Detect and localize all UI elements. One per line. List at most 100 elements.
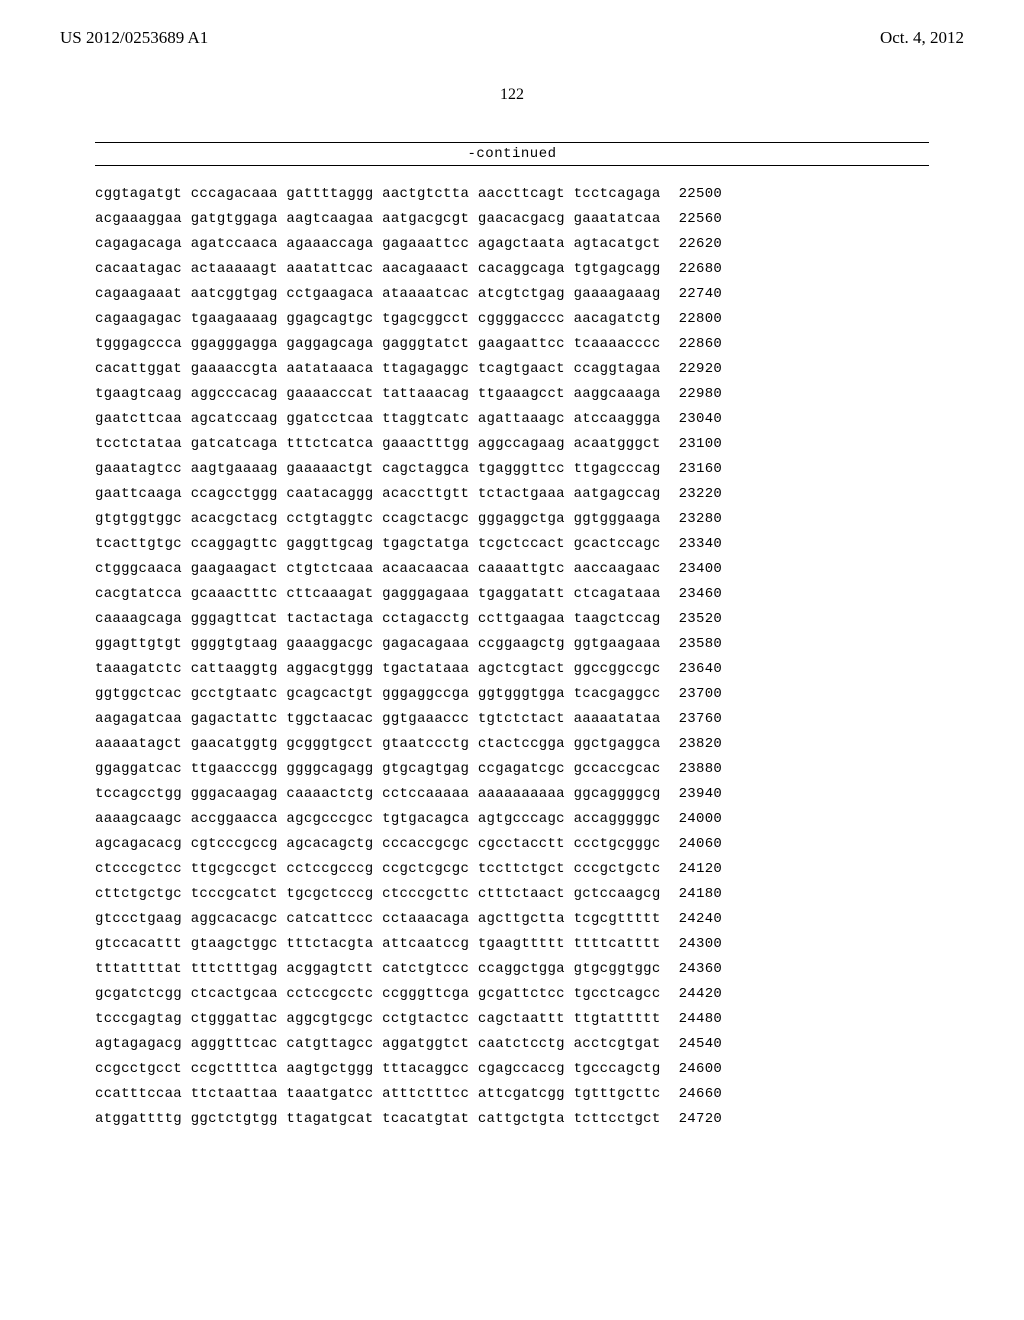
sequence-groups: gaattcaaga ccagcctggg caatacaggg acacctt… [95, 486, 661, 502]
sequence-row: cggtagatgt cccagacaaa gattttaggg aactgtc… [95, 186, 929, 202]
sequence-groups: taaagatctc cattaaggtg aggacgtggg tgactat… [95, 661, 661, 677]
sequence-groups: gaaatagtcc aagtgaaaag gaaaaactgt cagctag… [95, 461, 661, 477]
sequence-row: ggaggatcac ttgaacccgg ggggcagagg gtgcagt… [95, 761, 929, 777]
sequence-row: gaaatagtcc aagtgaaaag gaaaaactgt cagctag… [95, 461, 929, 477]
sequence-row: cacattggat gaaaaccgta aatataaaca ttagaga… [95, 361, 929, 377]
sequence-groups: gcgatctcgg ctcactgcaa cctccgcctc ccgggtt… [95, 986, 661, 1002]
sequence-position: 23100 [679, 436, 723, 452]
sequence-groups: agcagacacg cgtcccgccg agcacagctg cccaccg… [95, 836, 661, 852]
sequence-position: 23280 [679, 511, 723, 527]
sequence-groups: cagaagaaat aatcggtgag cctgaagaca ataaaat… [95, 286, 661, 302]
sequence-row: aagagatcaa gagactattc tggctaacac ggtgaaa… [95, 711, 929, 727]
sequence-groups: cggtagatgt cccagacaaa gattttaggg aactgtc… [95, 186, 661, 202]
sequence-row: cagaagagac tgaagaaaag ggagcagtgc tgagcgg… [95, 311, 929, 327]
sequence-groups: ggtggctcac gcctgtaatc gcagcactgt gggaggc… [95, 686, 661, 702]
sequence-position: 22620 [679, 236, 723, 252]
sequence-groups: caaaagcaga gggagttcat tactactaga cctagac… [95, 611, 661, 627]
sequence-row: gtccctgaag aggcacacgc catcattccc cctaaac… [95, 911, 929, 927]
sequence-position: 22740 [679, 286, 723, 302]
sequence-groups: aaaaatagct gaacatggtg gcgggtgcct gtaatcc… [95, 736, 661, 752]
sequence-groups: tcctctataa gatcatcaga tttctcatca gaaactt… [95, 436, 661, 452]
sequence-row: agcagacacg cgtcccgccg agcacagctg cccaccg… [95, 836, 929, 852]
sequence-groups: cacaatagac actaaaaagt aaatattcac aacagaa… [95, 261, 661, 277]
sequence-row: ccgcctgcct ccgcttttca aagtgctggg tttacag… [95, 1061, 929, 1077]
sequence-row: tttattttat tttctttgag acggagtctt catctgt… [95, 961, 929, 977]
sequence-groups: gtccacattt gtaagctggc tttctacgta attcaat… [95, 936, 661, 952]
sequence-groups: acgaaaggaa gatgtggaga aagtcaagaa aatgacg… [95, 211, 661, 227]
page-header: US 2012/0253689 A1 Oct. 4, 2012 [0, 0, 1024, 48]
sequence-position: 24480 [679, 1011, 723, 1027]
sequence-row: cacaatagac actaaaaagt aaatattcac aacagaa… [95, 261, 929, 277]
sequence-row: gcgatctcgg ctcactgcaa cctccgcctc ccgggtt… [95, 986, 929, 1002]
continued-divider: -continued [95, 142, 929, 166]
sequence-position: 23400 [679, 561, 723, 577]
sequence-groups: gaatcttcaa agcatccaag ggatcctcaa ttaggtc… [95, 411, 661, 427]
sequence-position: 24180 [679, 886, 723, 902]
sequence-groups: aaaagcaagc accggaacca agcgcccgcc tgtgaca… [95, 811, 661, 827]
sequence-position: 23940 [679, 786, 723, 802]
sequence-row: tcacttgtgc ccaggagttc gaggttgcag tgagcta… [95, 536, 929, 552]
sequence-position: 23880 [679, 761, 723, 777]
sequence-row: tgggagccca ggagggagga gaggagcaga gagggta… [95, 336, 929, 352]
sequence-row: gtccacattt gtaagctggc tttctacgta attcaat… [95, 936, 929, 952]
sequence-row: tgaagtcaag aggcccacag gaaaacccat tattaaa… [95, 386, 929, 402]
sequence-row: caaaagcaga gggagttcat tactactaga cctagac… [95, 611, 929, 627]
sequence-row: tccagcctgg gggacaagag caaaactctg cctccaa… [95, 786, 929, 802]
sequence-row: acgaaaggaa gatgtggaga aagtcaagaa aatgacg… [95, 211, 929, 227]
sequence-position: 22800 [679, 311, 723, 327]
sequence-row: gaatcttcaa agcatccaag ggatcctcaa ttaggtc… [95, 411, 929, 427]
sequence-row: ctcccgctcc ttgcgccgct cctccgcccg ccgctcg… [95, 861, 929, 877]
sequence-groups: cagaagagac tgaagaaaag ggagcagtgc tgagcgg… [95, 311, 661, 327]
sequence-row: ggagttgtgt ggggtgtaag gaaaggacgc gagacag… [95, 636, 929, 652]
sequence-row: tcccgagtag ctgggattac aggcgtgcgc cctgtac… [95, 1011, 929, 1027]
sequence-position: 23520 [679, 611, 723, 627]
sequence-position: 22500 [679, 186, 723, 202]
sequence-groups: tttattttat tttctttgag acggagtctt catctgt… [95, 961, 661, 977]
sequence-position: 22680 [679, 261, 723, 277]
sequence-groups: gtgtggtggc acacgctacg cctgtaggtc ccagcta… [95, 511, 661, 527]
sequence-position: 24000 [679, 811, 723, 827]
sequence-position: 24300 [679, 936, 723, 952]
sequence-position: 24420 [679, 986, 723, 1002]
sequence-row: ccatttccaa ttctaattaa taaatgatcc atttctt… [95, 1086, 929, 1102]
publication-date: Oct. 4, 2012 [880, 28, 964, 48]
sequence-position: 24540 [679, 1036, 723, 1052]
sequence-row: cacgtatcca gcaaactttc cttcaaagat gagggag… [95, 586, 929, 602]
sequence-row: gaattcaaga ccagcctggg caatacaggg acacctt… [95, 486, 929, 502]
sequence-position: 23040 [679, 411, 723, 427]
page-number: 122 [0, 86, 1024, 104]
sequence-groups: tcccgagtag ctgggattac aggcgtgcgc cctgtac… [95, 1011, 661, 1027]
sequence-row: taaagatctc cattaaggtg aggacgtggg tgactat… [95, 661, 929, 677]
sequence-position: 24240 [679, 911, 723, 927]
sequence-groups: ggagttgtgt ggggtgtaag gaaaggacgc gagacag… [95, 636, 661, 652]
sequence-groups: atggattttg ggctctgtgg ttagatgcat tcacatg… [95, 1111, 661, 1127]
sequence-groups: tcacttgtgc ccaggagttc gaggttgcag tgagcta… [95, 536, 661, 552]
sequence-row: aaaaatagct gaacatggtg gcgggtgcct gtaatcc… [95, 736, 929, 752]
sequence-position: 24600 [679, 1061, 723, 1077]
sequence-row: cttctgctgc tcccgcatct tgcgctcccg ctcccgc… [95, 886, 929, 902]
sequence-row: agtagagacg agggtttcac catgttagcc aggatgg… [95, 1036, 929, 1052]
sequence-position: 23640 [679, 661, 723, 677]
sequence-position: 22920 [679, 361, 723, 377]
sequence-row: ggtggctcac gcctgtaatc gcagcactgt gggaggc… [95, 686, 929, 702]
sequence-position: 23160 [679, 461, 723, 477]
sequence-position: 23340 [679, 536, 723, 552]
sequence-groups: ccgcctgcct ccgcttttca aagtgctggg tttacag… [95, 1061, 661, 1077]
sequence-groups: agtagagacg agggtttcac catgttagcc aggatgg… [95, 1036, 661, 1052]
sequence-groups: tgaagtcaag aggcccacag gaaaacccat tattaaa… [95, 386, 661, 402]
sequence-position: 22980 [679, 386, 723, 402]
sequence-position: 22860 [679, 336, 723, 352]
sequence-position: 24060 [679, 836, 723, 852]
sequence-groups: ccatttccaa ttctaattaa taaatgatcc atttctt… [95, 1086, 661, 1102]
sequence-position: 22560 [679, 211, 723, 227]
sequence-row: tcctctataa gatcatcaga tttctcatca gaaactt… [95, 436, 929, 452]
sequence-row: atggattttg ggctctgtgg ttagatgcat tcacatg… [95, 1111, 929, 1127]
sequence-groups: gtccctgaag aggcacacgc catcattccc cctaaac… [95, 911, 661, 927]
sequence-groups: tccagcctgg gggacaagag caaaactctg cctccaa… [95, 786, 661, 802]
sequence-groups: ggaggatcac ttgaacccgg ggggcagagg gtgcagt… [95, 761, 661, 777]
sequence-row: aaaagcaagc accggaacca agcgcccgcc tgtgaca… [95, 811, 929, 827]
sequence-groups: ctgggcaaca gaagaagact ctgtctcaaa acaacaa… [95, 561, 661, 577]
sequence-groups: tgggagccca ggagggagga gaggagcaga gagggta… [95, 336, 661, 352]
sequence-position: 23220 [679, 486, 723, 502]
sequence-position: 24360 [679, 961, 723, 977]
